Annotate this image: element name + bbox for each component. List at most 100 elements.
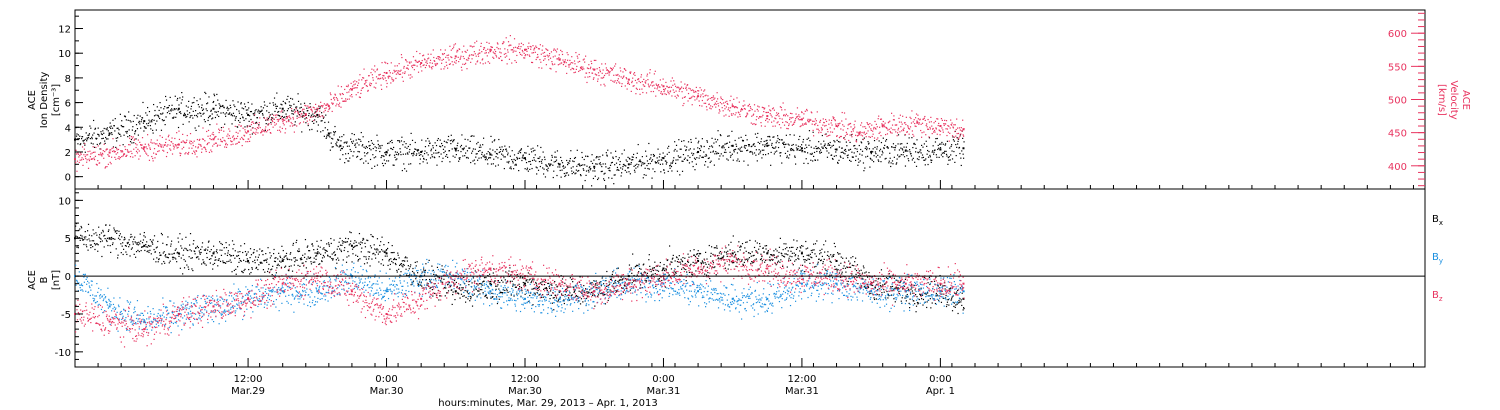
ion-density-dot [676,170,679,172]
ion-density-dot [288,119,290,121]
ion-density-dot [287,108,289,110]
bx-dot [128,246,130,248]
bx-dot [298,250,301,252]
velocity-dot [717,102,719,105]
velocity-dot [855,140,857,142]
ion-density-dot [949,147,951,149]
bx-dot [559,297,561,299]
ion-density-dot [812,131,814,133]
ion-density-dot [498,138,500,141]
ion-density-dot [395,153,397,156]
bx-dot [352,246,355,249]
ion-density-dot [443,151,445,154]
bx-dot [191,268,193,270]
ion-density-dot [219,104,221,106]
bx-dot [469,295,471,298]
ion-density-dot [290,105,292,107]
ion-density-dot [819,149,822,151]
velocity-dot [484,52,486,54]
ion-density-dot [776,150,778,152]
velocity-dot [721,103,723,105]
ion-density-dot [808,144,810,146]
ion-density-dot [243,103,246,105]
velocity-dot [358,79,360,81]
velocity-dot [208,151,211,153]
velocity-dot [158,145,160,147]
bx-dot [220,242,222,245]
bx-dot [277,263,279,265]
velocity-dot [663,89,666,91]
ion-density-dot [545,164,547,166]
bx-dot [249,248,252,250]
ion-density-dot [718,158,720,160]
velocity-dot [955,128,957,131]
velocity-dot [378,74,380,76]
ion-density-dot [833,155,835,157]
bx-dot [409,274,411,276]
velocity-dot [375,82,377,84]
velocity-dot [680,81,682,83]
bx-dot [434,292,436,295]
velocity-dot [516,54,518,57]
velocity-dot [589,76,591,78]
ion-density-dot [251,103,253,105]
velocity-dot [318,105,320,107]
ion-density-dot [556,174,558,177]
ion-density-dot [739,147,741,149]
bx-dot [366,262,368,264]
velocity-dot [779,106,781,108]
bx-dot [358,242,360,244]
ion-density-dot [162,120,164,122]
ion-density-dot [796,149,799,151]
ion-density-dot [403,141,405,143]
velocity-dot [226,144,229,146]
bx-dot [131,236,133,238]
bx-dot [116,232,118,234]
ion-density-dot [117,132,120,134]
velocity-dot [237,132,239,134]
ion-density-dot [459,157,461,159]
velocity-dot [143,147,145,149]
ion-density-dot [651,177,653,179]
ion-density-dot [411,139,414,141]
bx-dot [334,254,336,256]
velocity-dot [154,157,156,159]
velocity-dot [682,104,684,107]
ion-density-dot [762,144,764,146]
ion-density-dot [580,164,583,166]
velocity-dot [568,66,570,68]
ion-density-dot [603,173,605,175]
velocity-dot [281,110,283,112]
velocity-dot [470,45,472,47]
velocity-dot [954,130,956,133]
bx-dot [187,266,189,268]
bx-dot [163,260,165,263]
velocity-dot [453,44,455,46]
bx-dot [504,279,506,281]
velocity-dot [603,76,605,78]
ion-density-dot [444,150,446,152]
bx-dot [321,257,324,259]
ion-density-dot [883,147,885,149]
velocity-dot [423,54,425,56]
ion-density-dot [856,148,858,150]
velocity-dot [538,48,541,50]
ion-density-dot [577,163,579,166]
ion-density-dot [713,142,715,144]
ion-density-dot [358,144,360,146]
velocity-dot [354,83,356,85]
velocity-dot [599,71,601,73]
velocity-dot [86,161,88,163]
bx-dot [190,257,192,259]
ion-density-dot [128,129,130,131]
ion-density-dot [87,134,89,137]
velocity-dot [138,158,140,160]
ion-density-dot [860,148,862,151]
ion-density-dot [863,137,865,139]
bx-dot [531,288,533,290]
bx-dot [214,259,216,261]
ion-density-dot [792,148,794,151]
velocity-dot [886,133,889,135]
bx-dot [108,238,110,240]
ion-density-dot [388,155,391,157]
